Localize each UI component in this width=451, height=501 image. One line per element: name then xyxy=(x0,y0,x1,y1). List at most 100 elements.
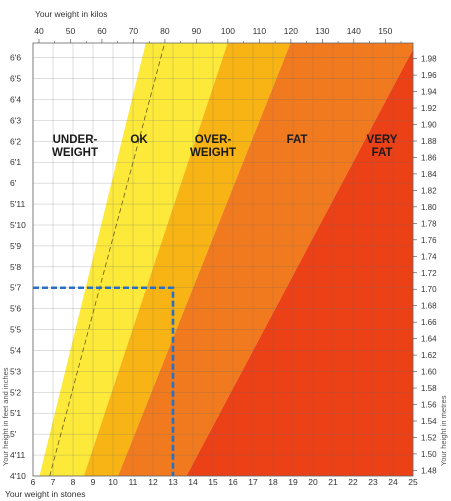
bottom-tick: 17 xyxy=(248,477,258,487)
bottom-tick: 23 xyxy=(368,477,378,487)
right-tick: 1.54 xyxy=(421,417,437,426)
zones-layer xyxy=(33,43,413,476)
right-tick: 1.48 xyxy=(421,466,437,475)
bottom-tick: 21 xyxy=(328,477,338,487)
bottom-tick: 11 xyxy=(129,477,138,487)
zone-4 xyxy=(186,43,413,476)
left-tick: 5'4 xyxy=(10,345,21,355)
top-tick: 90 xyxy=(192,26,202,36)
bottom-tick: 18 xyxy=(268,477,278,487)
top-tick: 40 xyxy=(34,26,44,36)
left-tick: 6'6 xyxy=(10,53,21,63)
left-tick: 6'3 xyxy=(10,115,21,125)
left-tick: 5'1 xyxy=(10,408,21,418)
bottom-tick: 10 xyxy=(108,477,118,487)
bottom-tick: 9 xyxy=(91,477,96,487)
zone-3 xyxy=(118,43,413,476)
right-axis-title: Your height in metres xyxy=(439,395,448,466)
bottom-tick: 15 xyxy=(208,477,218,487)
right-tick: 1.84 xyxy=(421,170,437,179)
top-tick: 70 xyxy=(129,26,139,36)
right-tick: 1.56 xyxy=(421,401,437,410)
right-tick: 1.92 xyxy=(421,104,437,113)
left-tick: 5' xyxy=(10,429,17,439)
left-tick: 6'2 xyxy=(10,136,21,146)
top-tick: 50 xyxy=(66,26,76,36)
left-tick: 6'4 xyxy=(10,94,21,104)
right-tick: 1.60 xyxy=(421,368,437,377)
left-tick: 5'7 xyxy=(10,283,21,293)
right-tick: 1.90 xyxy=(421,121,437,130)
bottom-tick: 25 xyxy=(408,477,418,487)
right-tick: 1.98 xyxy=(421,55,437,64)
left-tick: 5'6 xyxy=(10,304,21,314)
bottom-tick: 8 xyxy=(71,477,76,487)
zone-label-0: UNDER-WEIGHT xyxy=(52,134,98,159)
bottom-tick: 13 xyxy=(168,477,178,487)
right-tick: 1.78 xyxy=(421,219,437,228)
left-tick: 5'2 xyxy=(10,387,21,397)
left-tick: 6'5 xyxy=(10,74,21,84)
bottom-tick: 20 xyxy=(308,477,318,487)
right-tick: 1.50 xyxy=(421,450,437,459)
zone-label-3: FAT xyxy=(287,134,308,146)
right-tick: 1.76 xyxy=(421,236,437,245)
right-tick: 1.58 xyxy=(421,384,437,393)
right-tick: 1.82 xyxy=(421,186,437,195)
right-tick: 1.86 xyxy=(421,153,437,162)
right-tick: 1.94 xyxy=(421,88,437,97)
bottom-tick: 12 xyxy=(148,477,158,487)
left-tick: 5'10 xyxy=(10,220,26,230)
ticks-layer: 4'10 4'11 5' 5'1 5'2 5'3 5'4 5'5 5'6 5'7 5'8 5'9 5'1… xyxy=(1,26,448,487)
bottom-tick: 19 xyxy=(288,477,298,487)
left-tick: 5'9 xyxy=(10,241,21,251)
bottom-tick: 22 xyxy=(348,477,358,487)
right-tick: 1.88 xyxy=(421,137,437,146)
zone-label-4: VERY FAT xyxy=(367,134,398,159)
zone-1 xyxy=(39,43,228,476)
top-axis-title: Your weight in kilos xyxy=(35,9,108,19)
left-tick: 6' xyxy=(10,178,17,188)
right-tick: 1.96 xyxy=(421,71,437,80)
right-tick: 1.68 xyxy=(421,302,437,311)
top-tick: 130 xyxy=(315,26,329,36)
right-tick: 1.72 xyxy=(421,269,437,278)
bottom-tick: 24 xyxy=(388,477,398,487)
plot-frame xyxy=(32,42,414,477)
left-tick: 6'1 xyxy=(10,157,21,167)
top-tick: 140 xyxy=(347,26,361,36)
top-tick: 120 xyxy=(284,26,298,36)
top-tick: 100 xyxy=(221,26,235,36)
left-tick: 5'8 xyxy=(10,262,21,272)
bottom-tick: 7 xyxy=(51,477,56,487)
bottom-axis-title: Your weight in stones xyxy=(5,489,86,499)
top-tick: 60 xyxy=(97,26,107,36)
right-tick: 1.62 xyxy=(421,351,437,360)
right-tick: 1.74 xyxy=(421,252,437,261)
bottom-tick: 16 xyxy=(228,477,238,487)
left-tick: 5'11 xyxy=(10,199,25,209)
bottom-tick: 14 xyxy=(188,477,198,487)
right-tick: 1.64 xyxy=(421,335,437,344)
right-tick: 1.70 xyxy=(421,285,437,294)
left-tick: 5'5 xyxy=(10,325,21,335)
labels-layer: UNDER-WEIGHT OK OVER-WEIGHT FAT VERY FAT xyxy=(52,134,398,159)
zone-2 xyxy=(83,43,291,476)
height-weight-marker xyxy=(33,286,175,476)
bottom-tick: 6 xyxy=(31,477,36,487)
left-tick: 4'10 xyxy=(10,471,26,481)
top-tick: 150 xyxy=(378,26,392,36)
left-tick: 4'11 xyxy=(10,450,25,460)
zone-0 xyxy=(33,43,146,476)
marker-layer xyxy=(33,286,175,476)
top-tick: 80 xyxy=(160,26,170,36)
zone-label-2: OVER-WEIGHT xyxy=(190,134,236,159)
right-tick: 1.80 xyxy=(421,203,437,212)
ok-dashed-line xyxy=(49,43,166,476)
left-tick: 5'3 xyxy=(10,366,21,376)
zone-label-1: OK xyxy=(130,134,148,146)
right-tick: 1.52 xyxy=(421,433,437,442)
top-tick: 110 xyxy=(253,26,267,36)
right-tick: 1.66 xyxy=(421,318,437,327)
